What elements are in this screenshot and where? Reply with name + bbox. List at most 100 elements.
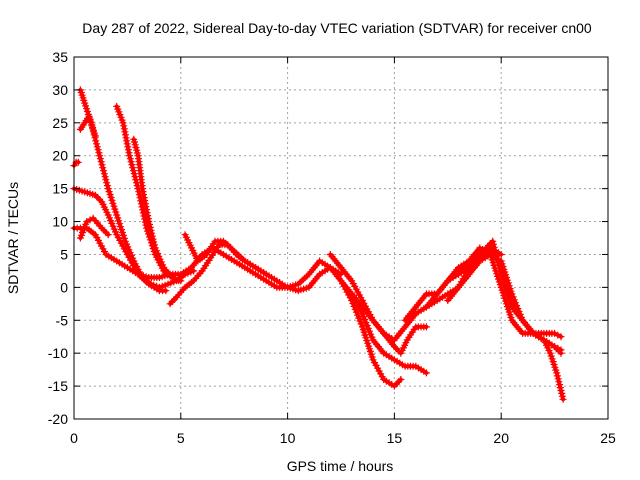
data-point (126, 155, 134, 163)
data-point (129, 167, 137, 175)
y-tick-label: 0 (60, 279, 68, 295)
x-tick-label: 25 (600, 430, 616, 446)
y-tick-label: 20 (52, 148, 68, 164)
data-point (557, 333, 565, 341)
y-tick-label: 30 (52, 82, 68, 98)
data-point (551, 343, 559, 351)
data-point (91, 132, 99, 140)
data-point (366, 327, 373, 335)
data-point (127, 158, 135, 166)
grid (74, 57, 608, 419)
data-point (97, 158, 105, 166)
data-point (190, 267, 198, 275)
chart-title: Day 287 of 2022, Sidereal Day-to-day VTE… (82, 20, 592, 36)
x-axis-label: GPS time / hours (287, 458, 394, 474)
data-point (489, 237, 497, 245)
data-point (175, 277, 183, 285)
y-tick-label: 25 (52, 115, 68, 131)
data-point (361, 316, 369, 323)
x-tick-label: 20 (493, 430, 509, 446)
data-point (96, 152, 104, 160)
x-tick-label: 10 (280, 430, 296, 446)
y-tick-label: 15 (52, 181, 68, 197)
data-point (513, 302, 521, 310)
data-point (104, 231, 112, 239)
data-point (74, 158, 82, 166)
data-point (101, 173, 109, 181)
data-point (86, 216, 94, 224)
data-point (422, 323, 430, 331)
data-point (352, 308, 360, 316)
series-track-j (181, 231, 270, 278)
axis-ticks: 0 5 10 15 20 25 35 30 25 20 15 10 5 0 -5 -10 -15 -20 (48, 49, 616, 446)
data-point (162, 287, 170, 295)
series-track-e (76, 112, 99, 140)
data-point (126, 152, 133, 160)
data-point (96, 155, 104, 163)
data-point (557, 346, 565, 354)
series-track-r (455, 251, 565, 354)
data-point (551, 329, 559, 337)
data-point (145, 218, 153, 225)
plot-frame (73, 56, 609, 420)
data-point (148, 229, 156, 237)
data-point (489, 240, 497, 248)
series-track-m (326, 264, 405, 390)
data-point (397, 376, 405, 383)
data-point (108, 196, 116, 204)
data-point (112, 208, 120, 216)
data-point (168, 274, 176, 281)
data-point (94, 146, 102, 154)
data-point (120, 122, 128, 130)
data-point (558, 392, 566, 400)
data-point (517, 313, 525, 321)
y-tick-label: 35 (52, 49, 68, 65)
data-point (508, 290, 516, 298)
data-point (559, 395, 567, 403)
y-tick-label: -5 (56, 312, 69, 328)
data-point (99, 164, 107, 172)
y-tick-label: -15 (48, 378, 68, 394)
data-point (123, 140, 131, 148)
series-track-k (326, 251, 430, 357)
series-track-c (70, 158, 82, 170)
series-track-p (422, 244, 565, 341)
data-point (554, 331, 562, 339)
data-point (262, 270, 270, 278)
data-point (95, 149, 103, 157)
x-tick-label: 15 (387, 430, 403, 446)
data-point (102, 176, 110, 184)
series-track-f (76, 214, 112, 242)
data-point (553, 369, 561, 377)
data-point (83, 218, 91, 225)
data-point (128, 161, 136, 169)
data-point (151, 241, 158, 249)
x-tick-label: 5 (177, 430, 185, 446)
y-tick-label: 10 (52, 214, 68, 230)
series-track-g (113, 102, 185, 285)
data-point (100, 170, 108, 178)
y-tick-label: -20 (48, 411, 68, 427)
data-point (98, 161, 106, 169)
x-tick-label: 0 (70, 430, 78, 446)
data-point (119, 231, 127, 239)
data-point (172, 275, 179, 283)
data-point (130, 170, 138, 178)
data-point (129, 164, 137, 172)
data-point (556, 381, 564, 389)
data-point (554, 344, 562, 352)
series-track-h (130, 135, 183, 285)
data-point (497, 251, 505, 258)
y-tick-label: 5 (60, 246, 68, 262)
data-point (93, 140, 100, 148)
data-point (422, 369, 430, 377)
data-series (70, 86, 567, 403)
data-point (357, 320, 365, 328)
y-axis-label: SDTVAR / TECUs (5, 182, 21, 294)
data-point (100, 167, 107, 175)
data-point (103, 182, 111, 190)
data-point (116, 220, 124, 228)
y-tick-label: -10 (48, 345, 68, 361)
